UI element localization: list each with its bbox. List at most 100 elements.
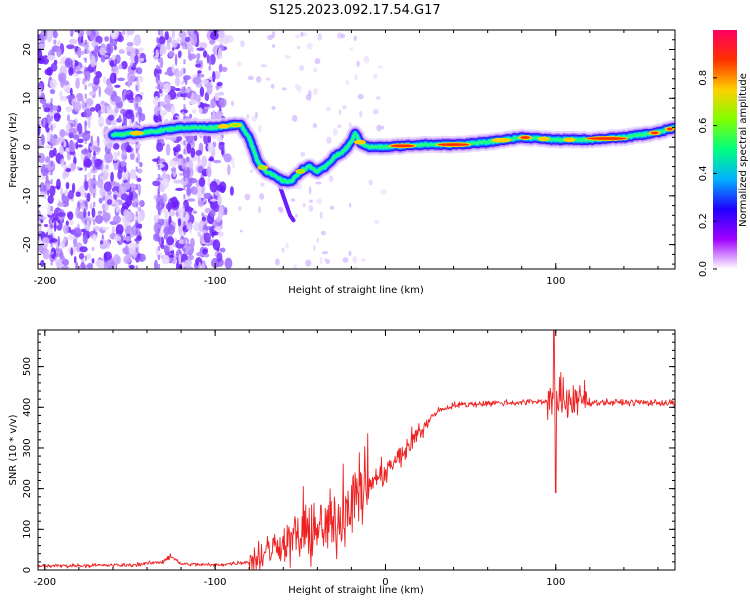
noise-speckle — [171, 63, 175, 74]
noise-speckle — [154, 259, 158, 269]
noise-speckle — [76, 92, 84, 102]
noise-speckle — [216, 81, 223, 87]
hotspot — [297, 170, 304, 173]
noise-speckle — [195, 63, 201, 68]
noise-speckle — [62, 260, 65, 264]
noise-speckle — [171, 30, 175, 39]
noise-speckle — [57, 202, 65, 207]
noise-speckle — [69, 87, 73, 96]
noise-speckle — [208, 76, 213, 81]
noise-speckle — [86, 262, 94, 269]
noise-speckle — [69, 38, 78, 45]
noise-speckle — [320, 230, 327, 236]
noise-speckle — [139, 200, 144, 207]
noise-speckle — [73, 156, 77, 165]
noise-speckle — [80, 262, 86, 269]
spectrogram-x-ticks: -200 -100 100 — [33, 30, 659, 287]
noise-speckle — [75, 78, 80, 89]
noise-speckle — [229, 186, 234, 196]
noise-speckle — [219, 97, 227, 108]
noise-speckle — [100, 240, 104, 245]
noise-speckle — [285, 242, 289, 249]
noise-speckle — [189, 178, 198, 184]
noise-speckle — [102, 211, 111, 222]
noise-speckle — [190, 46, 194, 53]
noise-speckle — [124, 244, 129, 255]
noise-speckle — [260, 64, 267, 68]
noise-speckle — [55, 258, 64, 267]
noise-speckle — [169, 247, 174, 252]
noise-speckle — [224, 35, 234, 43]
noise-speckle — [77, 138, 84, 144]
y-tick-label: 400 — [22, 398, 33, 417]
noise-speckle — [165, 143, 171, 156]
noise-speckle — [103, 251, 112, 261]
noise-speckle — [213, 226, 222, 232]
noise-speckle — [53, 220, 57, 232]
noise-speckle — [136, 177, 142, 182]
noise-speckle — [136, 75, 144, 83]
noise-speckle — [376, 96, 381, 100]
noise-speckle — [246, 113, 250, 120]
noise-speckle — [124, 210, 133, 223]
noise-speckle — [70, 30, 74, 35]
noise-speckle — [112, 143, 120, 150]
noise-speckle — [70, 247, 74, 256]
noise-speckle — [319, 256, 323, 265]
noise-speckle — [88, 91, 96, 96]
noise-speckle — [357, 93, 364, 100]
hotspot — [539, 137, 548, 141]
noise-speckle — [97, 210, 103, 215]
noise-speckle — [217, 231, 224, 238]
hotspot — [259, 166, 267, 169]
noise-speckle — [218, 141, 225, 151]
colorbar-label: Normalized spectral amplitude — [738, 73, 749, 227]
noise-speckle — [208, 156, 214, 161]
noise-speckle — [295, 214, 298, 218]
snr-y-ticks: 0 100 200 300 400 500 — [22, 333, 675, 573]
noise-speckle — [139, 161, 143, 168]
noise-speckle — [195, 149, 203, 156]
noise-speckle — [207, 177, 211, 186]
noise-speckle — [159, 110, 168, 117]
noise-speckle — [305, 259, 312, 267]
noise-speckle — [209, 31, 219, 40]
noise-speckle — [138, 47, 144, 52]
noise-speckle — [38, 237, 42, 243]
noise-speckle — [59, 144, 64, 155]
noise-speckle — [192, 108, 197, 114]
noise-speckle — [73, 238, 77, 248]
noise-speckle — [40, 259, 45, 268]
noise-speckle — [216, 184, 223, 192]
noise-speckle — [68, 131, 74, 139]
noise-speckle — [192, 76, 202, 85]
colorbar-tick-label: 0.0 — [698, 261, 709, 277]
noise-speckle — [193, 134, 198, 142]
noise-speckle — [59, 248, 63, 254]
noise-speckle — [49, 88, 56, 95]
noise-speckle — [177, 218, 182, 227]
noise-speckle — [114, 84, 121, 88]
noise-speckle — [105, 44, 114, 55]
noise-speckle — [71, 182, 76, 194]
noise-speckle — [89, 145, 95, 149]
noise-speckle — [93, 75, 100, 86]
noise-speckle — [174, 76, 181, 87]
noise-speckle — [97, 110, 103, 115]
noise-speckle — [353, 35, 358, 42]
noise-speckle — [85, 30, 92, 36]
noise-speckle — [45, 156, 51, 163]
noise-speckle — [309, 199, 313, 203]
noise-speckle — [201, 103, 211, 108]
noise-speckle — [352, 255, 358, 264]
noise-speckle — [59, 129, 66, 138]
spectrogram-y-ticks: -20 -10 0 10 20 — [22, 29, 675, 265]
noise-speckle — [160, 43, 167, 55]
noise-speckle — [38, 118, 41, 123]
noise-speckle — [65, 106, 73, 113]
snr-x-label: Height of straight line (km) — [288, 585, 424, 596]
noise-speckle — [176, 37, 181, 44]
noise-speckle — [216, 252, 223, 263]
noise-speckle — [169, 197, 177, 202]
noise-speckle — [197, 231, 202, 238]
